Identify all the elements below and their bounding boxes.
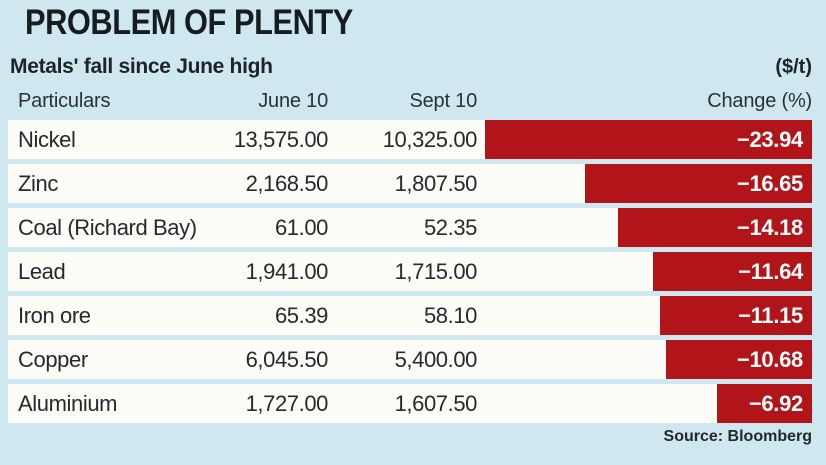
change-bar-track: −6.92 <box>477 384 812 423</box>
change-value: −6.92 <box>748 390 803 416</box>
change-value: −11.64 <box>738 258 803 284</box>
change-bar-track: −11.64 <box>477 252 812 291</box>
table-body: Nickel 13,575.00 10,325.00 −23.94 Zinc 2… <box>8 120 812 423</box>
june-value: 61.00 <box>274 214 328 240</box>
table-row: Zinc 2,168.50 1,807.50 −16.65 <box>8 164 812 203</box>
change-bar-track: −23.94 <box>477 120 812 159</box>
change-bar: −23.94 <box>485 120 812 159</box>
table-row: Lead 1,941.00 1,715.00 −11.64 <box>8 252 812 291</box>
row-label: Aluminium <box>18 390 118 416</box>
change-bar: −11.64 <box>653 252 812 291</box>
sept-value: 52.35 <box>423 214 477 240</box>
change-value: −23.94 <box>736 126 803 152</box>
sept-value: 58.10 <box>423 302 477 328</box>
chart-subtitle: Metals' fall since June high <box>10 55 273 78</box>
change-bar: −11.15 <box>660 296 812 335</box>
change-bar-track: −14.18 <box>477 208 812 247</box>
change-value: −10.68 <box>736 346 803 372</box>
sept-value: 1,807.50 <box>394 170 478 196</box>
june-value: 65.39 <box>274 302 328 328</box>
sept-value: 1,715.00 <box>394 258 478 284</box>
table-row: Iron ore 65.39 58.10 −11.15 <box>8 296 812 335</box>
change-bar: −10.68 <box>666 340 812 379</box>
june-value: 13,575.00 <box>233 126 329 152</box>
change-bar: −14.18 <box>618 208 812 247</box>
change-bar-track: −10.68 <box>477 340 812 379</box>
table-row: Copper 6,045.50 5,400.00 −10.68 <box>8 340 812 379</box>
change-bar: −16.65 <box>585 164 812 203</box>
table-row: Aluminium 1,727.00 1,607.50 −6.92 <box>8 384 812 423</box>
column-header-particulars: Particulars <box>18 90 111 112</box>
change-value: −11.15 <box>738 302 803 328</box>
table-header: Particulars June 10 Sept 10 Change (%) <box>8 90 812 113</box>
unit-label: ($/t) <box>775 56 812 78</box>
row-label: Nickel <box>18 126 76 152</box>
row-label: Zinc <box>18 170 58 196</box>
change-value: −14.18 <box>736 214 803 240</box>
table-row: Coal (Richard Bay) 61.00 52.35 −14.18 <box>8 208 812 247</box>
source-label: Source: Bloomberg <box>663 428 812 445</box>
row-label: Copper <box>18 346 88 372</box>
june-value: 6,045.50 <box>245 346 329 372</box>
change-bar: −6.92 <box>717 384 812 423</box>
sept-value: 1,607.50 <box>394 390 478 416</box>
change-value: −16.65 <box>736 170 803 196</box>
june-value: 1,727.00 <box>245 390 329 416</box>
subtitle-row: Metals' fall since June high ($/t) <box>10 55 812 79</box>
column-header-sept: Sept 10 <box>409 90 477 112</box>
sept-value: 10,325.00 <box>382 126 478 152</box>
june-value: 2,168.50 <box>245 170 329 196</box>
column-header-change: Change (%) <box>707 90 812 112</box>
chart-title: PROBLEM OF PLENTY <box>25 3 353 42</box>
row-label: Iron ore <box>18 302 91 328</box>
row-label: Coal (Richard Bay) <box>18 214 197 240</box>
change-bar-track: −11.15 <box>477 296 812 335</box>
june-value: 1,941.00 <box>245 258 329 284</box>
change-bar-track: −16.65 <box>477 164 812 203</box>
sept-value: 5,400.00 <box>394 346 478 372</box>
table-row: Nickel 13,575.00 10,325.00 −23.94 <box>8 120 812 159</box>
column-header-june: June 10 <box>258 90 328 112</box>
row-label: Lead <box>18 258 66 284</box>
